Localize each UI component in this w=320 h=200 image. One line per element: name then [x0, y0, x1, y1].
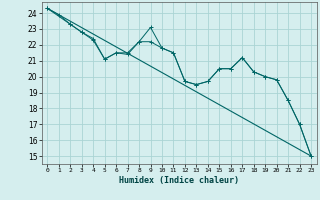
X-axis label: Humidex (Indice chaleur): Humidex (Indice chaleur) [119, 176, 239, 185]
